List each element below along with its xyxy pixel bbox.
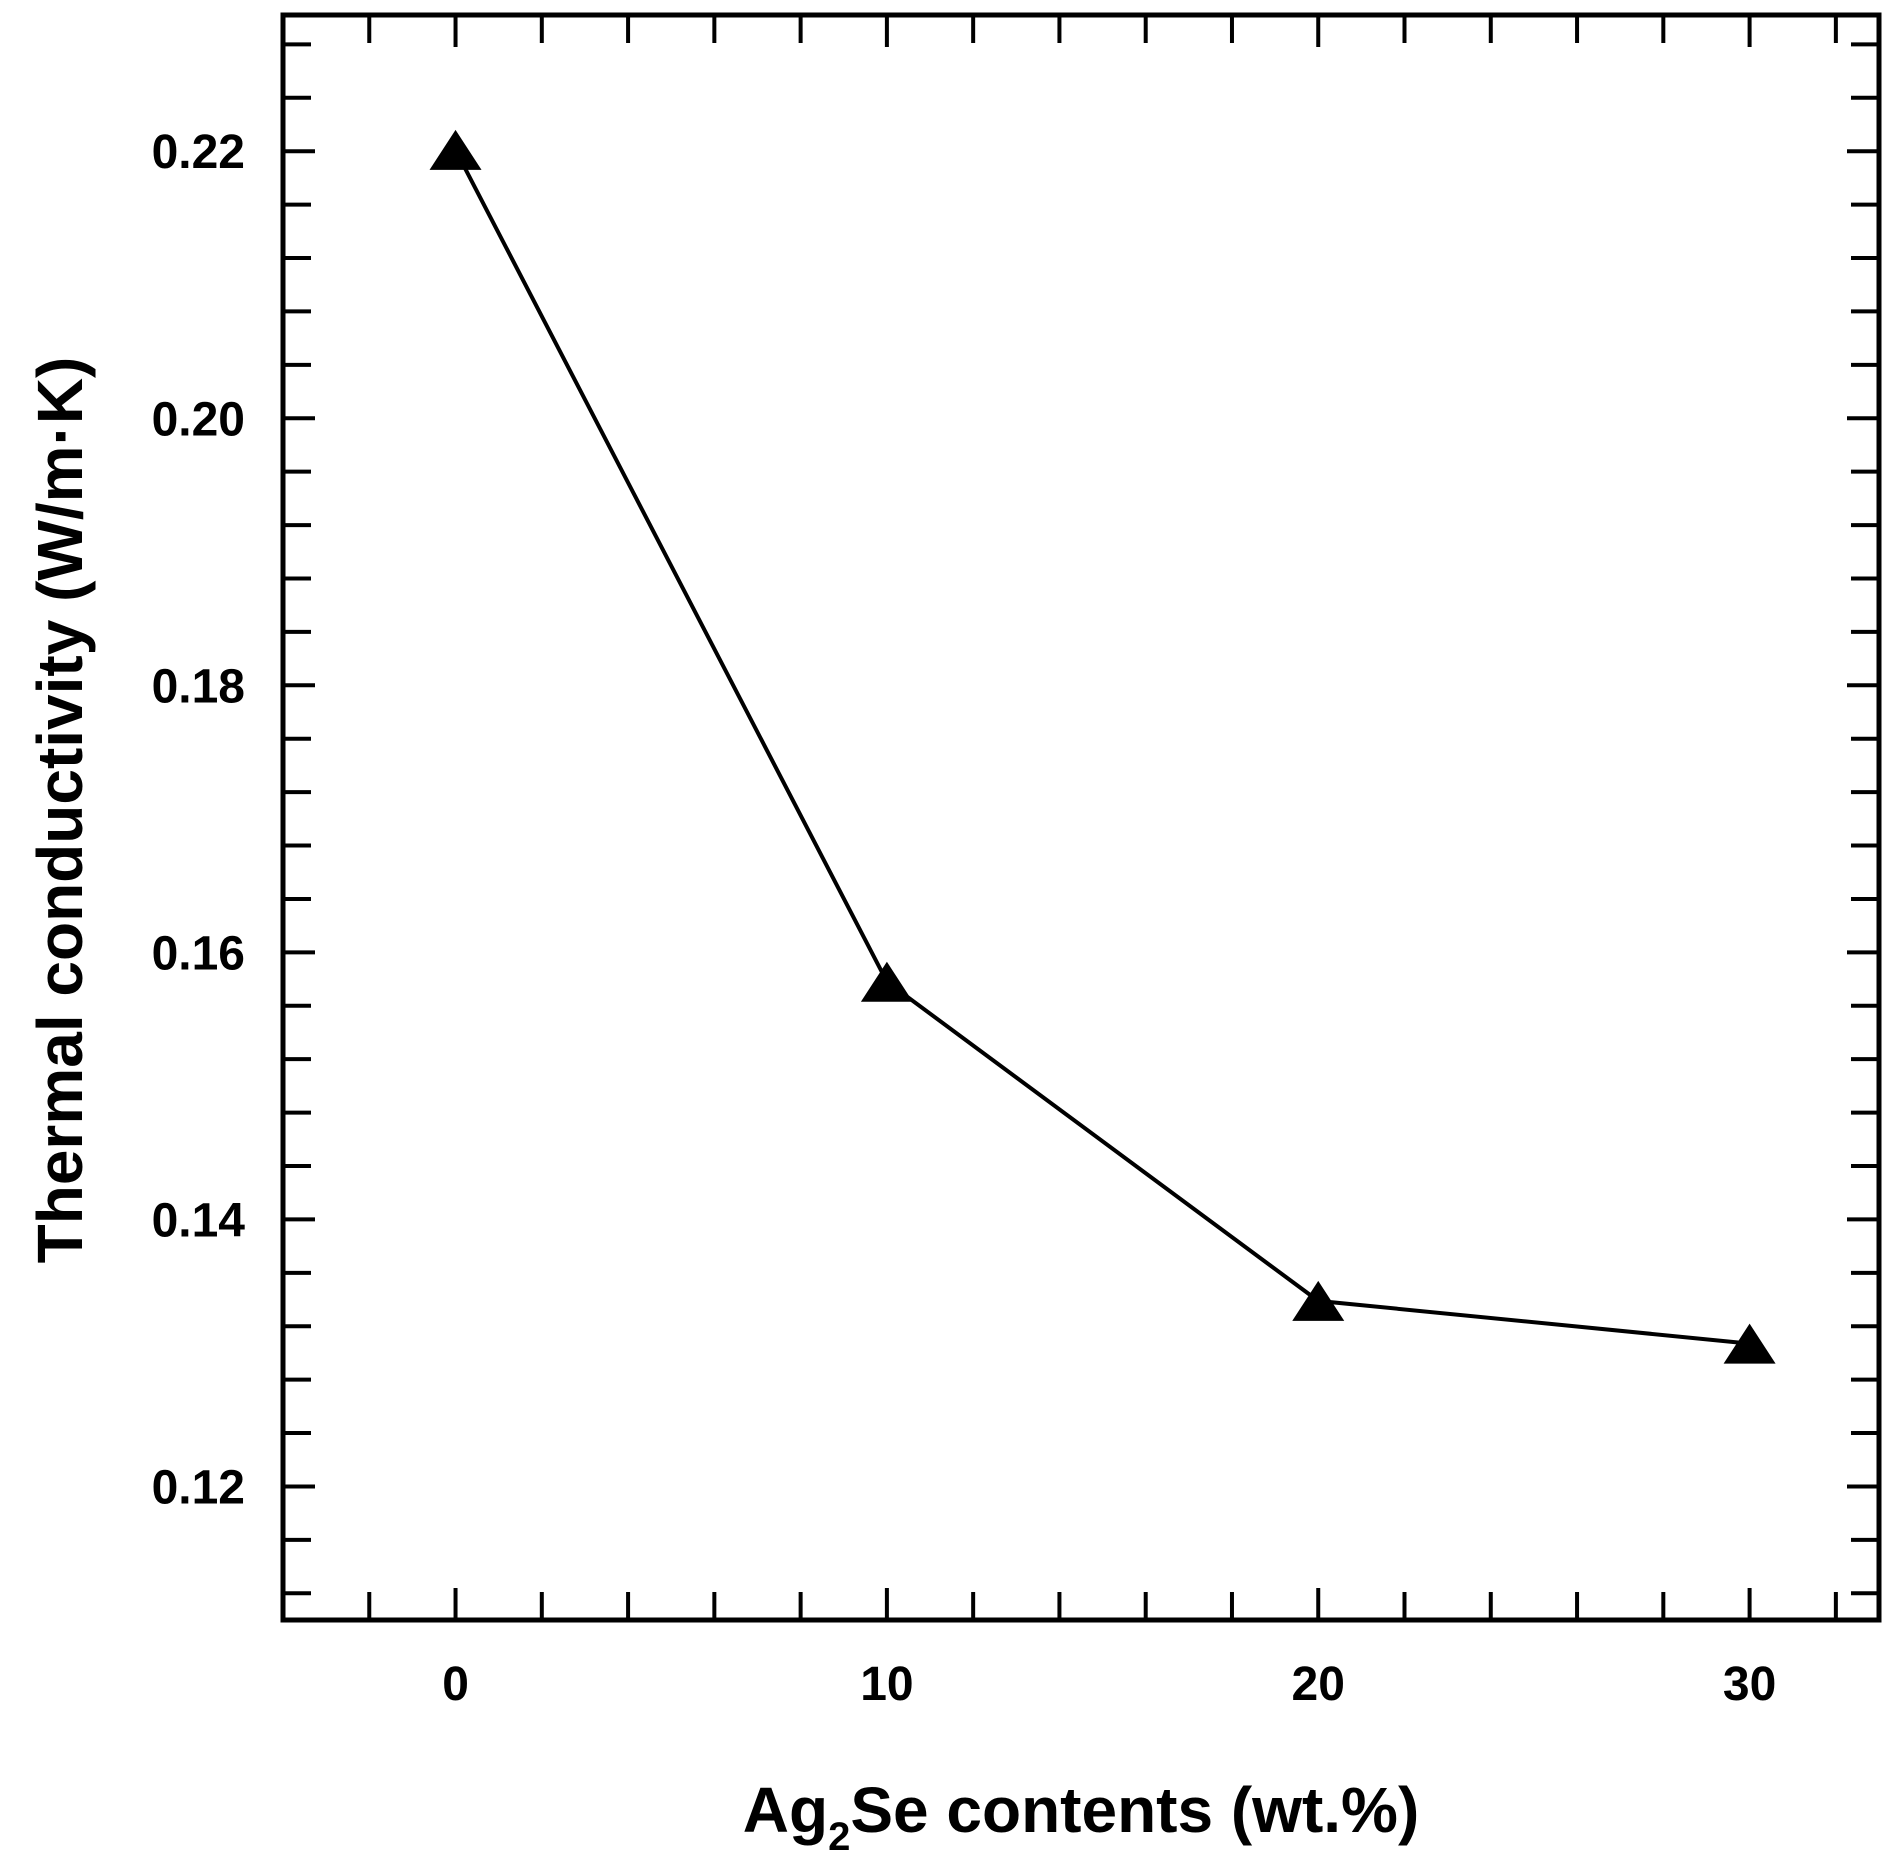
- y-tick-label: 0.12: [152, 1461, 245, 1514]
- series-line: [453, 148, 1750, 1346]
- y-axis-title: Thermal conductivity (W/m·K): [24, 357, 96, 1264]
- y-tick-label: 0.16: [152, 927, 245, 980]
- data-series: [429, 129, 1776, 1364]
- plot-frame: [280, 12, 1882, 1623]
- data-point-marker: [1723, 1323, 1776, 1364]
- y-tick-label: 0.14: [152, 1194, 246, 1247]
- x-tick-label: 30: [1723, 1658, 1776, 1711]
- x-tick-label: 10: [860, 1658, 913, 1711]
- x-tick-label: 20: [1292, 1658, 1345, 1711]
- y-tick-label: 0.22: [152, 126, 245, 179]
- y-tick-label: 0.20: [152, 393, 245, 446]
- tick-labels: 0 10 20 30 0.12 0.14 0.16 0.18 0.20 0.22: [152, 126, 1777, 1711]
- x-axis-title: Ag2Se contents (wt.%): [743, 1774, 1420, 1859]
- data-point-marker: [860, 961, 913, 1002]
- data-point-marker: [429, 129, 482, 170]
- data-point-marker: [1292, 1280, 1345, 1321]
- axis-ticks: [283, 15, 1879, 1620]
- y-tick-label: 0.18: [152, 660, 245, 713]
- x-tick-label: 0: [442, 1658, 469, 1711]
